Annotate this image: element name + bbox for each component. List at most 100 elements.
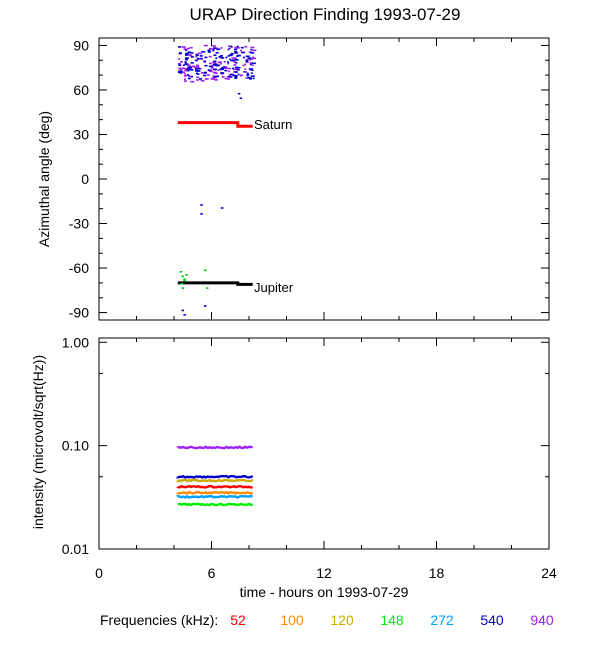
scatter-point	[237, 73, 240, 76]
scatter-point	[212, 49, 215, 52]
scatter-point	[234, 48, 238, 51]
scatter-point	[183, 278, 186, 280]
scatter-point	[231, 57, 235, 59]
y-tick-label: 30	[73, 126, 89, 142]
scatter-point	[214, 78, 218, 81]
scatter-point	[249, 69, 253, 71]
scatter-point	[200, 213, 203, 215]
scatter-point	[178, 67, 182, 70]
scatter-point	[194, 66, 197, 69]
scatter-point	[251, 69, 254, 71]
scatter-point	[196, 70, 201, 72]
scatter-point	[187, 51, 191, 53]
scatter-point	[220, 73, 224, 75]
scatter-point	[208, 55, 212, 58]
scatter-point	[249, 62, 252, 64]
scatter-point	[183, 48, 187, 50]
scatter-point	[186, 68, 189, 71]
scatter-point	[234, 46, 238, 49]
scatter-point	[190, 52, 194, 54]
series-940-khz	[176, 445, 253, 450]
scatter-point	[196, 66, 200, 68]
bottom-ylabel: intensity (microvolt/sqrt(Hz))	[30, 355, 46, 529]
scatter-point	[237, 66, 241, 69]
scatter-point	[179, 271, 183, 273]
scatter-point	[208, 65, 213, 68]
scatter-point	[215, 63, 218, 66]
scatter-point	[181, 287, 184, 289]
scatter-point	[233, 57, 237, 59]
series-saturn	[177, 121, 253, 128]
scatter-point	[236, 47, 240, 49]
series-100-khz	[176, 490, 254, 495]
scatter-point	[204, 61, 206, 63]
bottom-panel: 1.00 0.10 0.01 intensity (microvolt/sqrt(H…	[30, 334, 550, 557]
scatter-point	[245, 60, 249, 62]
bottom-ticks: 1.00 0.10 0.01	[62, 334, 549, 557]
scatter-point	[239, 97, 243, 99]
scatter-point	[194, 59, 198, 62]
chart-title: URAP Direction Finding 1993-07-29	[190, 5, 461, 24]
scatter-point	[218, 56, 222, 58]
scatter-point	[244, 45, 248, 48]
scatter-point	[184, 63, 188, 66]
scatter-point	[210, 78, 215, 80]
scatter-point	[215, 47, 219, 49]
annotation-jupiter: Jupiter	[254, 280, 294, 295]
y-tick-label: 60	[73, 82, 89, 98]
top-ticks: 90 60 30 0 -30 -60 -90	[69, 37, 549, 321]
scatter-point	[185, 54, 189, 56]
scatter-point	[225, 67, 228, 69]
scatter-point	[182, 71, 185, 74]
scatter-point	[190, 80, 195, 83]
scatter-point	[214, 68, 217, 71]
scatter-point	[186, 64, 191, 67]
legend-entry-940: 940	[530, 612, 554, 628]
scatter-point	[177, 63, 181, 65]
scatter-point	[208, 51, 211, 53]
scatter-point	[245, 58, 249, 61]
scatter-point	[195, 53, 199, 56]
scatter-point	[217, 69, 220, 71]
scatter-point	[205, 287, 209, 289]
scatter-point	[232, 67, 235, 70]
x-axis: 0 6 12 18 24	[95, 38, 557, 581]
scatter-point	[195, 70, 199, 72]
scatter-point	[217, 61, 222, 63]
scatter-point	[236, 45, 239, 48]
scatter-point	[213, 60, 217, 63]
scatter-point	[240, 49, 243, 52]
scatter-point	[251, 62, 256, 65]
scatter-point	[228, 47, 231, 50]
scatter-point	[234, 77, 238, 79]
scatter-point	[204, 305, 207, 307]
scatter-point	[179, 61, 183, 63]
scatter-point	[196, 73, 200, 75]
scatter-point	[234, 75, 238, 78]
scatter-point	[186, 69, 190, 72]
scatter-point	[184, 75, 188, 77]
scatter-point	[194, 68, 198, 70]
scatter-point	[234, 59, 239, 61]
scatter-point	[220, 47, 223, 49]
scatter-point	[252, 77, 255, 80]
scatter-point	[208, 70, 213, 73]
scatter-point	[183, 279, 186, 282]
scatter-point	[244, 63, 247, 66]
scatter-point	[252, 49, 257, 52]
scatter-point	[242, 64, 245, 67]
scatter-point	[196, 79, 199, 81]
bottom-panel-frame	[98, 337, 550, 550]
scatter-point	[204, 269, 207, 272]
scatter-point	[189, 46, 193, 49]
scatter-point	[212, 63, 216, 66]
scatter-point	[178, 58, 180, 60]
scatter-point	[221, 67, 226, 69]
scatter-point	[214, 75, 216, 78]
scatter-point	[228, 45, 232, 47]
scatter-point	[185, 274, 188, 276]
legend-label: Frequencies (kHz):	[100, 612, 218, 628]
scatter-point	[216, 75, 219, 78]
scatter-point	[190, 69, 194, 71]
scatter-point	[250, 52, 255, 54]
